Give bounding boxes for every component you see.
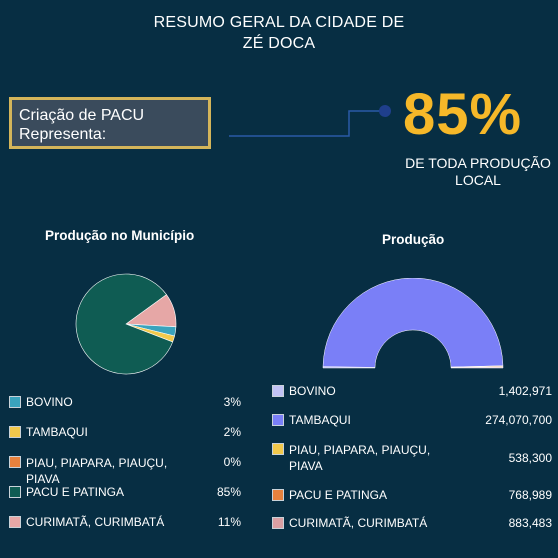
legend-swatch xyxy=(9,426,21,438)
pie-slice-pacu-e-patinga xyxy=(75,273,174,375)
callout-box: Criação de PACU Representa: xyxy=(9,97,211,149)
pie-legend-item-pacu-e-patinga: PACU E PATINGA 85% xyxy=(9,485,241,503)
donut-segment-curimata-curimbata xyxy=(450,366,504,369)
legend-label: PIAU, PIAPARA, PIAUÇU, PIAVA xyxy=(26,456,168,486)
legend-swatch xyxy=(9,456,21,468)
legend-label: TAMBAQUI xyxy=(289,413,351,427)
legend-swatch xyxy=(9,516,21,528)
legend-label: PACU E PATINGA xyxy=(289,488,388,502)
legend-value: 768,989 xyxy=(508,488,552,502)
legend-value: 11% xyxy=(217,515,241,529)
pie-legend-item-curimata-curimbata: CURIMATÃ, CURIMBATÁ 11% xyxy=(9,515,241,533)
legend-swatch xyxy=(272,385,284,397)
gauge-legend-item-pacu-e-patinga: PACU E PATINGA 768,989 xyxy=(272,488,552,506)
producao-semi-donut-chart xyxy=(322,278,504,369)
legend-value: 2% xyxy=(223,425,241,439)
pie-legend-item-tambaqui: TAMBAQUI 2% xyxy=(9,425,241,443)
legend-swatch xyxy=(272,517,284,529)
pie-chart-title: Produção no Município xyxy=(45,228,195,243)
legend-label: TAMBAQUI xyxy=(26,425,88,439)
municipio-pie-chart xyxy=(75,273,177,375)
legend-value: 883,483 xyxy=(508,516,552,530)
legend-label: CURIMATÃ, CURIMBATÁ xyxy=(26,515,165,529)
legend-swatch xyxy=(272,489,284,501)
gauge-legend-item-curimata-curimbata: CURIMATÃ, CURIMBATÁ 883,483 xyxy=(272,516,552,534)
legend-swatch xyxy=(272,443,284,455)
legend-value: 1,402,971 xyxy=(498,384,552,398)
title-line-1: RESUMO GERAL DA CIDADE DE xyxy=(153,14,405,31)
legend-value: 0% xyxy=(223,455,241,469)
pie-legend-item-piau-piapara-piaucu-piava: PIAU, PIAPARA, PIAUÇU, PIAVA 0% xyxy=(9,455,241,486)
callout-line-2: Representa: xyxy=(19,126,107,143)
legend-swatch xyxy=(272,414,284,426)
dashboard-title: RESUMO GERAL DA CIDADE DE ZÉ DOCA xyxy=(0,12,558,54)
gauge-chart-title: Produção xyxy=(382,232,445,247)
highlight-sub-line-1: DE TODA PRODUÇÃO xyxy=(405,155,551,171)
highlight-subtitle: DE TODA PRODUÇÃO LOCAL xyxy=(392,155,558,189)
legend-label: BOVINO xyxy=(289,384,336,398)
gauge-legend-item-tambaqui: TAMBAQUI 274,070,700 xyxy=(272,413,552,431)
legend-swatch xyxy=(9,396,21,408)
legend-value: 3% xyxy=(223,395,241,409)
pie-legend-item-bovino: BOVINO 3% xyxy=(9,395,241,413)
highlight-sub-line-2: LOCAL xyxy=(455,172,501,188)
callout-line-1: Criação de PACU xyxy=(19,107,145,124)
legend-label: BOVINO xyxy=(26,395,73,409)
donut-segment-tambaqui xyxy=(322,278,504,368)
legend-value: 85% xyxy=(216,485,241,499)
connector-line xyxy=(229,105,391,137)
gauge-legend-item-bovino: BOVINO 1,402,971 xyxy=(272,384,552,402)
legend-label: CURIMATÃ, CURIMBATÁ xyxy=(289,516,428,530)
title-line-2: ZÉ DOCA xyxy=(242,35,316,52)
legend-value: 538,300 xyxy=(508,451,552,465)
legend-value: 274,070,700 xyxy=(485,413,552,427)
legend-label: PIAU, PIAPARA, PIAUÇU, PIAVA xyxy=(289,443,431,473)
highlight-percent: 85% xyxy=(403,82,523,147)
legend-swatch xyxy=(9,486,21,498)
connector-dot xyxy=(379,105,391,117)
gauge-legend-item-piau-piapara-piaucu-piava: PIAU, PIAPARA, PIAUÇU, PIAVA 538,300 xyxy=(272,442,552,473)
legend-label: PACU E PATINGA xyxy=(26,485,125,499)
